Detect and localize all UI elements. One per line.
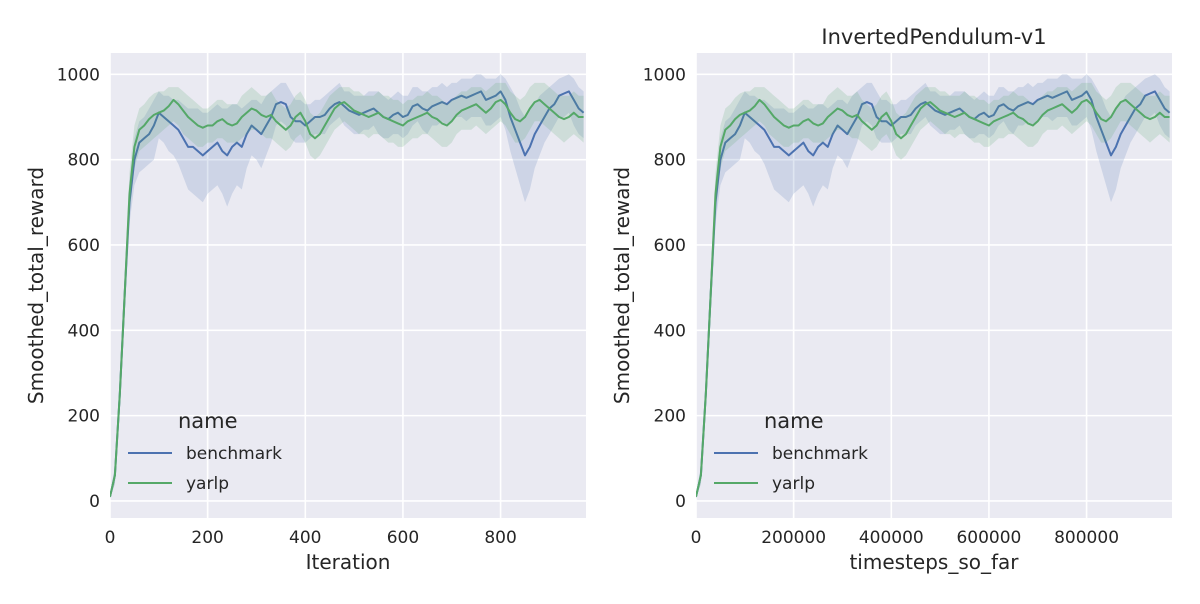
x-tick-label: 200000 (761, 528, 826, 548)
chart-panel-2: 0 200000 400000 600000 800000 0 200 400 600 800 10… (610, 25, 1172, 574)
legend-title: name (178, 409, 238, 433)
series-line-benchmark (696, 90, 1171, 497)
legend-label: benchmark (772, 444, 868, 464)
chart-panel-1: 0 200 400 600 800 0 200 400 600 800 1000 Iteration S… (24, 53, 586, 574)
y-tick-label: 1000 (643, 65, 686, 85)
x-axis-label: Iteration (306, 550, 391, 574)
y-tick-label: 1000 (57, 65, 100, 85)
y-tick-label: 800 (654, 151, 686, 171)
x-tick-label: 0 (105, 528, 116, 548)
series-line-yarlp (696, 98, 1170, 497)
x-tick-label: 400000 (859, 528, 924, 548)
series-group (696, 74, 1171, 499)
x-axis-label: timesteps_so_far (849, 550, 1019, 574)
series-line-yarlp (110, 98, 584, 497)
legend-label: yarlp (186, 474, 229, 494)
y-tick-label: 600 (68, 236, 100, 256)
x-tick-label: 400 (289, 528, 321, 548)
confidence-band-yarlp (696, 82, 1170, 499)
confidence-band-benchmark (110, 74, 584, 499)
y-tick-label: 200 (654, 407, 686, 427)
x-tick-label: 800 (484, 528, 516, 548)
x-tick-label: 200 (191, 528, 223, 548)
legend: name benchmark yarlp (128, 409, 282, 494)
plot-background (110, 53, 586, 518)
x-tick-label: 0 (691, 528, 702, 548)
legend: name benchmark yarlp (714, 409, 868, 494)
y-tick-label: 600 (654, 236, 686, 256)
confidence-band-yarlp (110, 82, 584, 499)
x-tick-label: 800000 (1054, 528, 1119, 548)
legend-title: name (764, 409, 824, 433)
y-tick-label: 0 (675, 492, 686, 512)
plot-background (696, 53, 1172, 518)
y-tick-label: 800 (68, 151, 100, 171)
legend-label: benchmark (186, 444, 282, 464)
y-tick-label: 400 (654, 321, 686, 341)
confidence-band-benchmark (696, 74, 1170, 499)
x-tick-label: 600000 (956, 528, 1021, 548)
series-line-benchmark (110, 90, 585, 497)
series-group (110, 74, 585, 499)
y-tick-label: 200 (68, 407, 100, 427)
y-tick-label: 0 (89, 492, 100, 512)
x-tick-label: 600 (387, 528, 419, 548)
legend-label: yarlp (772, 474, 815, 494)
y-axis-label: Smoothed_total_reward (610, 167, 634, 404)
y-axis-label: Smoothed_total_reward (24, 167, 48, 404)
chart-title: InvertedPendulum-v1 (821, 25, 1046, 49)
y-tick-label: 400 (68, 321, 100, 341)
